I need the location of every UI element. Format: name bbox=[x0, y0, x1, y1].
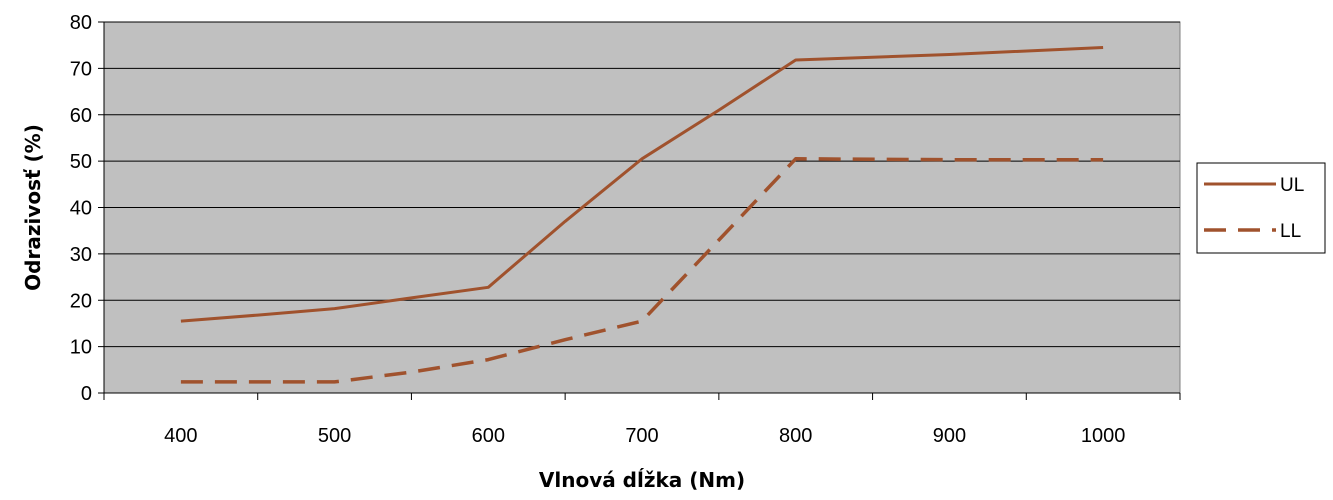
x-tick-label: 500 bbox=[318, 425, 351, 447]
y-axis-title: Odrazivosť (%) bbox=[21, 124, 45, 291]
y-tick-label: 30 bbox=[70, 244, 92, 266]
y-axis-ticks: 0 10 20 30 40 50 60 70 80 bbox=[70, 12, 104, 405]
legend-label-ll: LL bbox=[1280, 221, 1301, 242]
x-tick-label: 400 bbox=[164, 425, 197, 447]
x-tick-label: 600 bbox=[472, 425, 505, 447]
gridlines bbox=[104, 21, 1180, 348]
x-tick-label: 900 bbox=[933, 425, 966, 447]
y-tick-label: 10 bbox=[70, 337, 92, 359]
series-lines bbox=[180, 46, 1104, 384]
y-tick-label: 50 bbox=[70, 151, 92, 173]
y-tick-label: 20 bbox=[70, 290, 92, 312]
legend-box bbox=[1196, 162, 1326, 254]
series-line-ll bbox=[180, 157, 1104, 384]
x-tick-label: 1000 bbox=[1081, 425, 1126, 447]
y-tick-label: 80 bbox=[70, 12, 92, 34]
y-tick-label: 70 bbox=[70, 58, 92, 80]
x-tick-label: 800 bbox=[779, 425, 812, 447]
x-tick-label: 700 bbox=[625, 425, 658, 447]
legend: UL LL bbox=[1196, 162, 1326, 254]
x-axis-ticks: 400 500 600 700 800 900 1000 bbox=[103, 393, 1181, 447]
y-tick-label: 40 bbox=[70, 198, 92, 220]
y-tick-label: 60 bbox=[70, 105, 92, 127]
y-tick-label: 0 bbox=[81, 383, 92, 405]
x-axis-title: Vlnová dĺžka (Nm) bbox=[539, 468, 745, 492]
series-line-ul bbox=[180, 46, 1104, 323]
legend-label-ul: UL bbox=[1280, 175, 1304, 196]
